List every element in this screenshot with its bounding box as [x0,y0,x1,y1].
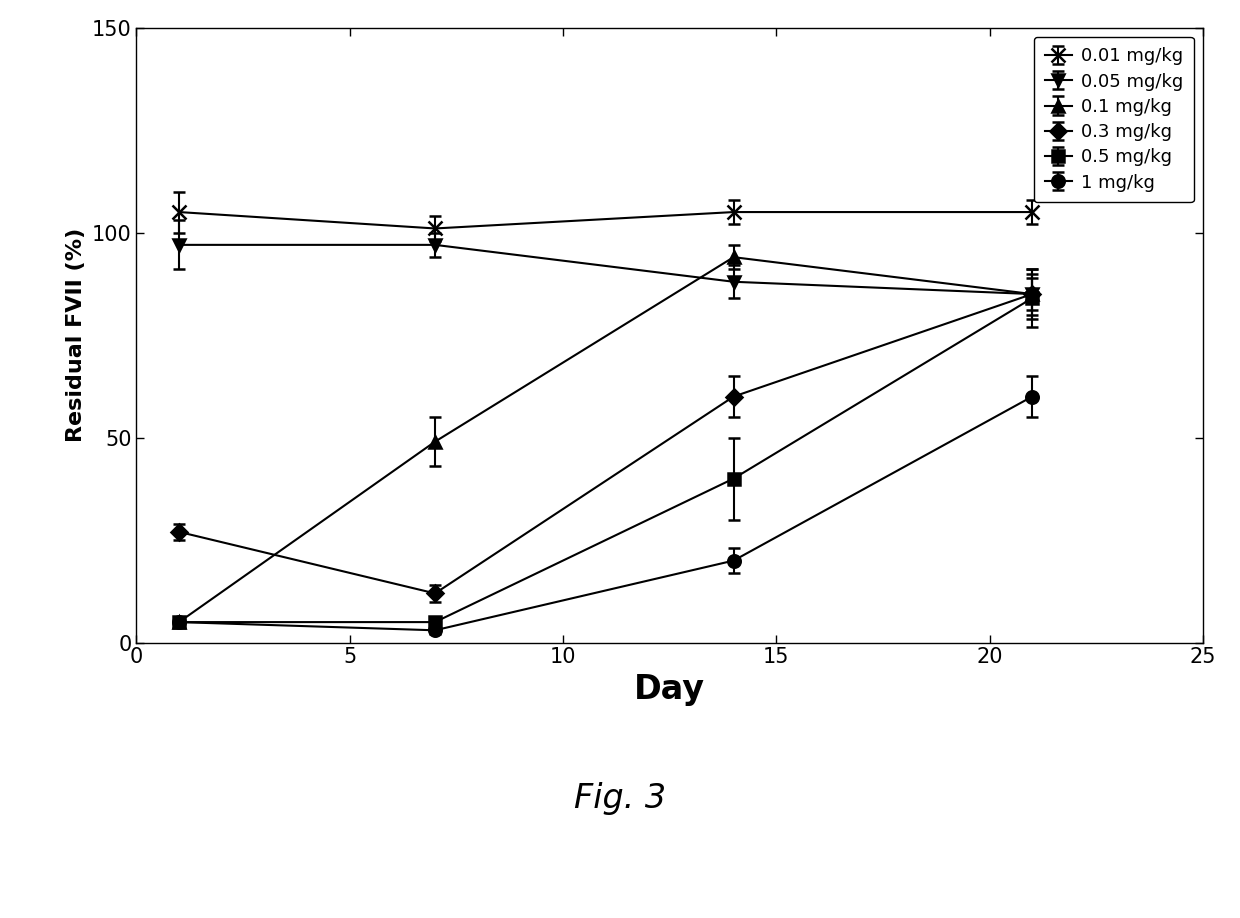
Text: Fig. 3: Fig. 3 [574,782,666,815]
X-axis label: Day: Day [634,673,706,706]
Legend: 0.01 mg/kg, 0.05 mg/kg, 0.1 mg/kg, 0.3 mg/kg, 0.5 mg/kg, 1 mg/kg: 0.01 mg/kg, 0.05 mg/kg, 0.1 mg/kg, 0.3 m… [1034,37,1194,202]
Y-axis label: Residual FVII (%): Residual FVII (%) [66,228,87,442]
